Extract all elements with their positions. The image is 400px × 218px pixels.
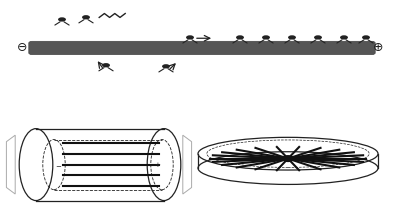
FancyBboxPatch shape: [29, 41, 375, 55]
Circle shape: [82, 15, 90, 19]
Circle shape: [340, 35, 348, 40]
Circle shape: [262, 35, 270, 40]
Circle shape: [58, 17, 66, 22]
Text: $-$: $-$: [55, 162, 62, 168]
Circle shape: [283, 156, 293, 161]
Text: $\oplus$: $\oplus$: [372, 41, 384, 54]
Circle shape: [314, 35, 322, 40]
Circle shape: [162, 64, 170, 68]
Circle shape: [186, 35, 194, 40]
Circle shape: [288, 35, 296, 40]
Text: $+$: $+$: [154, 160, 161, 169]
Text: $\ominus$: $\ominus$: [16, 41, 28, 54]
Circle shape: [236, 35, 244, 40]
Circle shape: [102, 63, 110, 67]
Circle shape: [362, 35, 370, 40]
